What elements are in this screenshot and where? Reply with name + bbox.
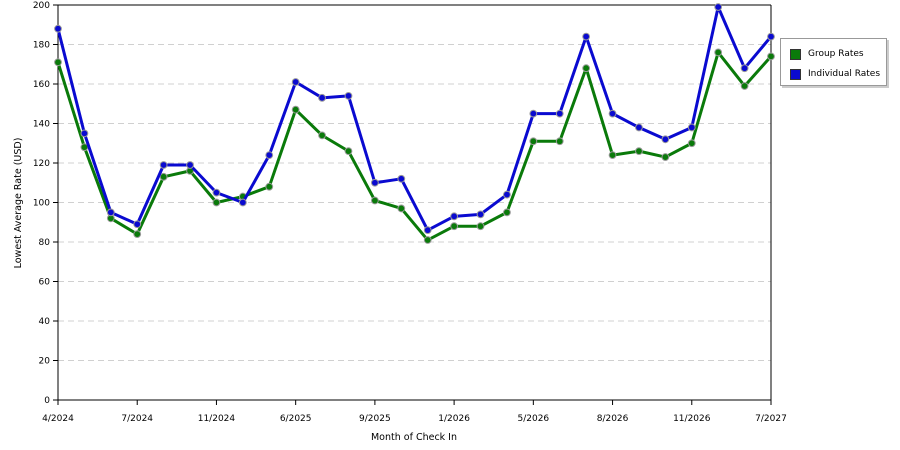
data-point-individual-rates-27	[767, 32, 775, 41]
x-tick-label-0: 4/2024	[42, 414, 74, 424]
x-tick-label-9: 7/2027	[755, 414, 787, 424]
data-point-individual-rates-17	[503, 190, 511, 199]
x-axis-ticks: 4/2024 7/2024 11/2024 6/2025 9/2025 1/2026 5/2…	[42, 400, 787, 424]
data-point-group-rates-4	[159, 172, 168, 181]
data-point-group-rates-9	[291, 105, 300, 114]
data-point-group-rates-16	[476, 222, 485, 231]
x-tick-label-4: 9/2025	[359, 414, 391, 424]
data-point-individual-rates-1	[80, 129, 89, 138]
data-point-individual-rates-13	[397, 174, 406, 183]
data-point-group-rates-12	[370, 196, 379, 205]
x-axis-title: Month of Check In	[371, 432, 457, 443]
data-point-group-rates-10	[318, 131, 326, 140]
x-tick-label-7: 8/2026	[597, 414, 629, 424]
y-tick-label-140: 140	[33, 120, 50, 130]
grid-lines	[58, 4, 771, 361]
legend-label-group-rates: Group Rates	[808, 49, 864, 59]
legend: Group Rates Individual Rates	[780, 38, 887, 86]
legend-item-individual-rates: Individual Rates	[790, 67, 880, 81]
y-tick-label-80: 80	[39, 238, 51, 248]
data-point-individual-rates-3	[133, 220, 142, 229]
data-point-group-rates-13	[397, 204, 406, 213]
x-tick-label-1: 7/2024	[121, 414, 153, 424]
data-point-individual-rates-5	[186, 161, 194, 169]
data-point-group-rates-11	[344, 147, 353, 156]
series-group	[54, 3, 775, 244]
data-point-individual-rates-9	[291, 78, 300, 86]
data-point-group-rates-22	[635, 147, 643, 156]
data-point-group-rates-25	[714, 48, 723, 57]
series-group-rates	[54, 48, 775, 244]
data-point-individual-rates-23	[661, 135, 670, 144]
y-axis-title: Lowest Average Rate (USD)	[13, 138, 24, 269]
data-point-individual-rates-21	[608, 109, 617, 118]
data-point-individual-rates-19	[555, 109, 564, 118]
series-line-individual-rates	[56, 5, 773, 232]
data-point-individual-rates-24	[687, 123, 696, 132]
data-point-individual-rates-16	[476, 210, 485, 219]
y-tick-label-200: 200	[33, 1, 50, 11]
data-point-individual-rates-25	[714, 3, 723, 11]
data-point-individual-rates-18	[529, 109, 538, 118]
data-point-group-rates-0	[54, 58, 62, 67]
data-point-individual-rates-8	[265, 151, 274, 160]
data-point-individual-rates-20	[582, 32, 591, 41]
x-tick-label-6: 5/2026	[517, 414, 549, 424]
data-point-individual-rates-0	[54, 24, 62, 33]
data-point-individual-rates-4	[159, 161, 168, 169]
series-individual-rates	[54, 3, 775, 235]
y-tick-label-100: 100	[33, 199, 50, 209]
data-point-group-rates-17	[503, 208, 511, 217]
data-point-group-rates-21	[608, 151, 617, 160]
data-point-group-rates-8	[265, 182, 274, 191]
data-point-group-rates-24	[687, 139, 696, 148]
data-point-individual-rates-22	[635, 123, 643, 132]
legend-label-individual-rates: Individual Rates	[808, 69, 881, 79]
x-tick-label-2: 11/2024	[198, 414, 236, 424]
data-point-group-rates-18	[529, 137, 538, 146]
y-tick-label-60: 60	[39, 278, 51, 288]
y-tick-label-160: 160	[33, 80, 50, 90]
data-point-group-rates-15	[450, 222, 459, 231]
y-tick-label-180: 180	[33, 41, 50, 51]
data-point-individual-rates-14	[423, 226, 432, 235]
x-tick-label-8: 11/2026	[673, 414, 711, 424]
data-point-individual-rates-6	[212, 188, 221, 197]
legend-swatch-group-rates	[790, 48, 801, 60]
data-point-individual-rates-12	[370, 178, 379, 187]
series-line-group-rates	[56, 50, 773, 242]
data-point-group-rates-26	[740, 82, 749, 90]
data-point-individual-rates-26	[740, 64, 749, 73]
x-tick-label-5: 1/2026	[438, 414, 470, 424]
data-point-group-rates-6	[212, 198, 221, 207]
y-axis-ticks: 0 20 40 60 80 100 120 140 160 180 200	[33, 1, 58, 406]
y-tick-label-20: 20	[39, 357, 51, 367]
data-point-group-rates-19	[555, 137, 564, 146]
data-point-individual-rates-10	[318, 93, 326, 102]
data-point-group-rates-27	[767, 52, 775, 61]
data-point-group-rates-3	[133, 230, 142, 239]
data-point-individual-rates-11	[344, 91, 353, 100]
data-point-group-rates-14	[423, 236, 432, 244]
legend-item-group-rates: Group Rates	[790, 47, 864, 61]
data-point-individual-rates-7	[238, 198, 247, 207]
legend-swatch-individual-rates	[790, 68, 801, 80]
data-point-individual-rates-15	[450, 212, 459, 221]
x-tick-label-3: 6/2025	[280, 414, 312, 424]
data-point-group-rates-20	[582, 64, 591, 73]
y-tick-label-120: 120	[33, 159, 50, 169]
data-point-group-rates-23	[661, 153, 670, 161]
data-point-individual-rates-2	[106, 208, 115, 217]
y-tick-label-40: 40	[39, 317, 51, 327]
y-tick-label-0: 0	[44, 396, 50, 406]
